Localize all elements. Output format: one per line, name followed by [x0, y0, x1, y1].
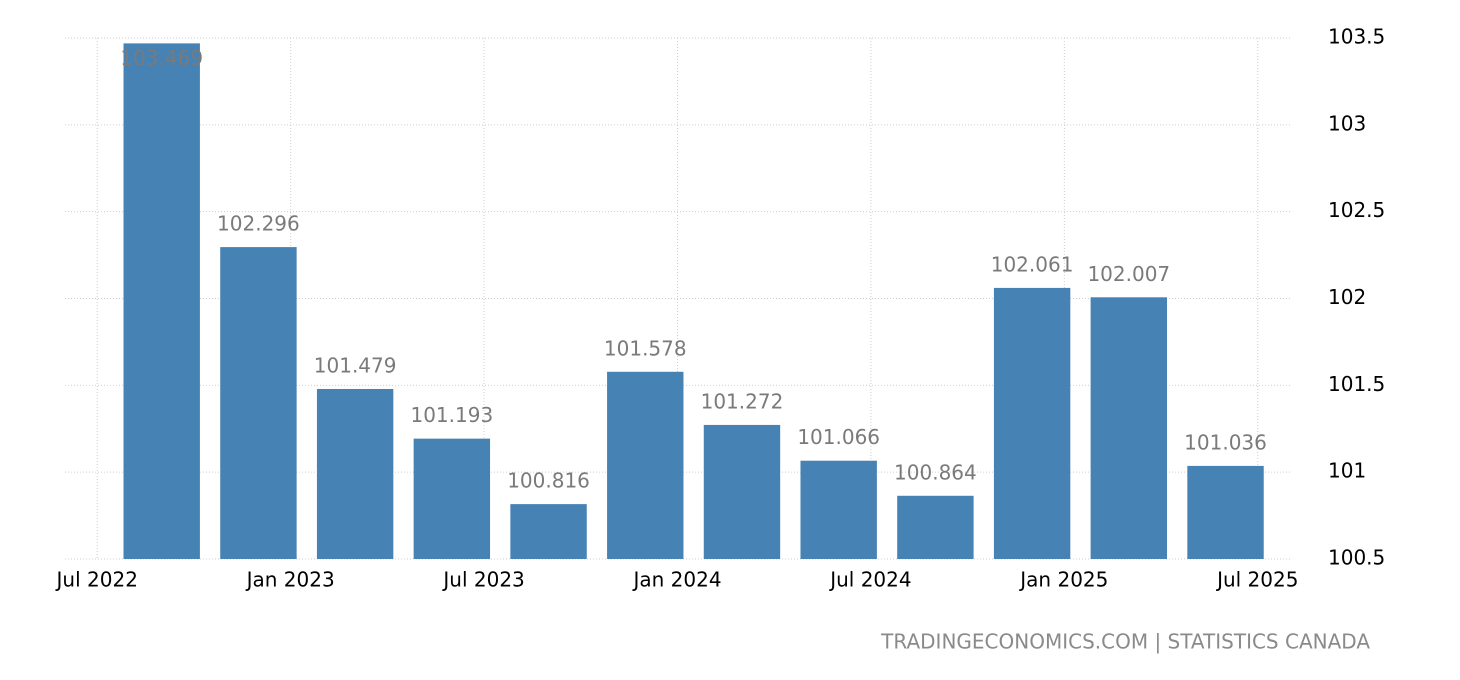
data-label: 101.193	[410, 403, 493, 427]
y-tick-label: 101.5	[1328, 372, 1385, 396]
bar	[897, 495, 974, 559]
y-tick-label: 103.5	[1328, 25, 1385, 49]
data-label: 101.479	[314, 353, 397, 377]
bar	[703, 424, 781, 559]
y-tick-label: 102.5	[1328, 198, 1385, 222]
bar	[316, 388, 394, 559]
data-label: 101.036	[1184, 430, 1267, 454]
data-label: 100.816	[507, 469, 590, 493]
data-label: 102.061	[991, 252, 1074, 276]
bar	[607, 371, 684, 559]
x-tick-label: Jan 2024	[631, 568, 721, 592]
bar	[800, 460, 877, 559]
x-tick-label: Jul 2024	[828, 568, 911, 592]
data-label: 102.007	[1087, 262, 1170, 286]
y-tick-label: 103	[1328, 111, 1366, 135]
source: TRADINGECONOMICS.COM | STATISTICS CANADA	[880, 630, 1370, 654]
y-tick-label: 102	[1328, 285, 1366, 309]
bar	[413, 438, 491, 559]
x-tick-label: Jan 2025	[1018, 568, 1108, 592]
data-label: 103.469	[120, 46, 203, 70]
bar	[1187, 465, 1264, 559]
bar	[123, 43, 200, 559]
bar	[993, 287, 1071, 559]
y-tick-label: 101	[1328, 459, 1366, 483]
bar	[220, 247, 297, 559]
x-tick-label: Jul 2022	[55, 568, 138, 592]
bar	[1090, 297, 1168, 559]
bar	[510, 504, 587, 559]
x-tick-label: Jul 2023	[441, 568, 524, 592]
data-label: 100.864	[894, 460, 977, 484]
data-label: 101.578	[604, 336, 687, 360]
data-label: 102.296	[217, 212, 300, 236]
x-tick-label: Jul 2025	[1215, 568, 1298, 592]
y-tick-label: 100.5	[1328, 546, 1385, 570]
x-tick-label: Jan 2023	[245, 568, 335, 592]
data-label: 101.066	[797, 425, 880, 449]
data-label: 101.272	[701, 389, 784, 413]
